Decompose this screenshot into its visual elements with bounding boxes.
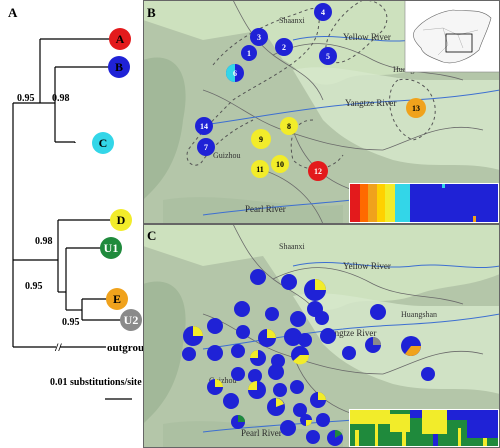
support-value: 0.98 bbox=[35, 236, 53, 247]
tip-e-label: E bbox=[113, 292, 121, 306]
site-6-number: 6 bbox=[233, 69, 237, 78]
river-yangtze: Yangtze River bbox=[345, 98, 396, 108]
support-value: 0.95 bbox=[17, 93, 35, 104]
tip-a-node bbox=[109, 28, 131, 50]
tip-c-label: C bbox=[99, 136, 108, 150]
site-12-number: 12 bbox=[314, 167, 322, 176]
tip-e-node bbox=[106, 288, 128, 310]
site-3 bbox=[250, 28, 268, 46]
phylogenetic-tree: A B C D U1 E U2 0.95 0.98 0.98 0.95 0.95… bbox=[12, 28, 143, 400]
tree-tips bbox=[92, 28, 142, 331]
site-12 bbox=[308, 161, 328, 181]
scale-bar-label: 0.01 substitutions/site bbox=[50, 377, 142, 388]
site-1-number: 1 bbox=[247, 49, 251, 58]
river-yellow: Yellow River bbox=[343, 32, 391, 42]
site-7-number: 7 bbox=[204, 143, 208, 152]
map-panel-c: Shaanxi Huangshan Guizhou Yellow River Y… bbox=[143, 224, 500, 448]
map-panel-b: Shaanxi Huangshan Guizhou Yellow River Y… bbox=[143, 0, 500, 224]
place-guizhou: Guizhou bbox=[213, 151, 241, 160]
site-7 bbox=[197, 138, 215, 156]
site-3-number: 3 bbox=[257, 33, 261, 42]
structure-barplot-b bbox=[349, 183, 499, 223]
tip-u2-node bbox=[120, 309, 142, 331]
site-2 bbox=[275, 38, 293, 56]
panel-label-b: B bbox=[147, 5, 156, 20]
site-10 bbox=[271, 155, 289, 173]
site-11-number: 11 bbox=[256, 165, 264, 174]
site-10-number: 10 bbox=[276, 160, 284, 169]
site-13-number: 13 bbox=[412, 104, 420, 113]
haplotype-pies bbox=[182, 269, 435, 446]
place-shaanxi: Shaanxi bbox=[279, 16, 306, 25]
river-yangtze: Yangtze River bbox=[325, 328, 376, 338]
river-pearl: Pearl River bbox=[241, 428, 282, 438]
inset-china-map bbox=[404, 0, 500, 73]
tip-a-label: A bbox=[116, 32, 125, 46]
outgroup-label: outgroup bbox=[107, 342, 143, 354]
support-value: 0.95 bbox=[62, 317, 80, 328]
site-4 bbox=[314, 3, 332, 21]
site-9 bbox=[251, 129, 271, 149]
support-value: 0.95 bbox=[25, 281, 43, 292]
site-9-number: 9 bbox=[259, 135, 263, 144]
site-1 bbox=[241, 45, 257, 61]
support-value: 0.98 bbox=[52, 93, 70, 104]
panel-label-a: A bbox=[8, 5, 18, 20]
site-13 bbox=[406, 98, 426, 118]
site-4-number: 4 bbox=[321, 8, 325, 17]
site-8 bbox=[280, 117, 298, 135]
site-6 bbox=[226, 64, 244, 82]
site-5 bbox=[319, 47, 337, 65]
site-11 bbox=[251, 160, 269, 178]
structure-barplot-c bbox=[349, 409, 499, 447]
river-yellow: Yellow River bbox=[343, 261, 391, 271]
branch-break-mark: // bbox=[54, 340, 62, 354]
tip-b-label: B bbox=[115, 60, 123, 74]
tip-d-label: D bbox=[117, 213, 126, 227]
place-guizhou: Guizhou bbox=[209, 376, 237, 385]
place-huangshan: Huangshan bbox=[401, 310, 437, 319]
site-14 bbox=[195, 117, 213, 135]
tip-u1-label: U1 bbox=[104, 241, 119, 255]
tip-d-node bbox=[110, 209, 132, 231]
tip-u1-node bbox=[100, 237, 122, 259]
site-8-number: 8 bbox=[287, 122, 291, 131]
site-14-number: 14 bbox=[200, 122, 208, 131]
tip-u2-label: U2 bbox=[124, 313, 139, 327]
place-shaanxi: Shaanxi bbox=[279, 242, 306, 251]
river-pearl: Pearl River bbox=[245, 204, 286, 214]
tip-c-node bbox=[92, 132, 114, 154]
panel-label-c: C bbox=[147, 228, 157, 243]
tip-b-node bbox=[108, 56, 130, 78]
site-markers bbox=[195, 3, 426, 181]
site-5-number: 5 bbox=[326, 52, 330, 61]
site-2-number: 2 bbox=[282, 43, 286, 52]
